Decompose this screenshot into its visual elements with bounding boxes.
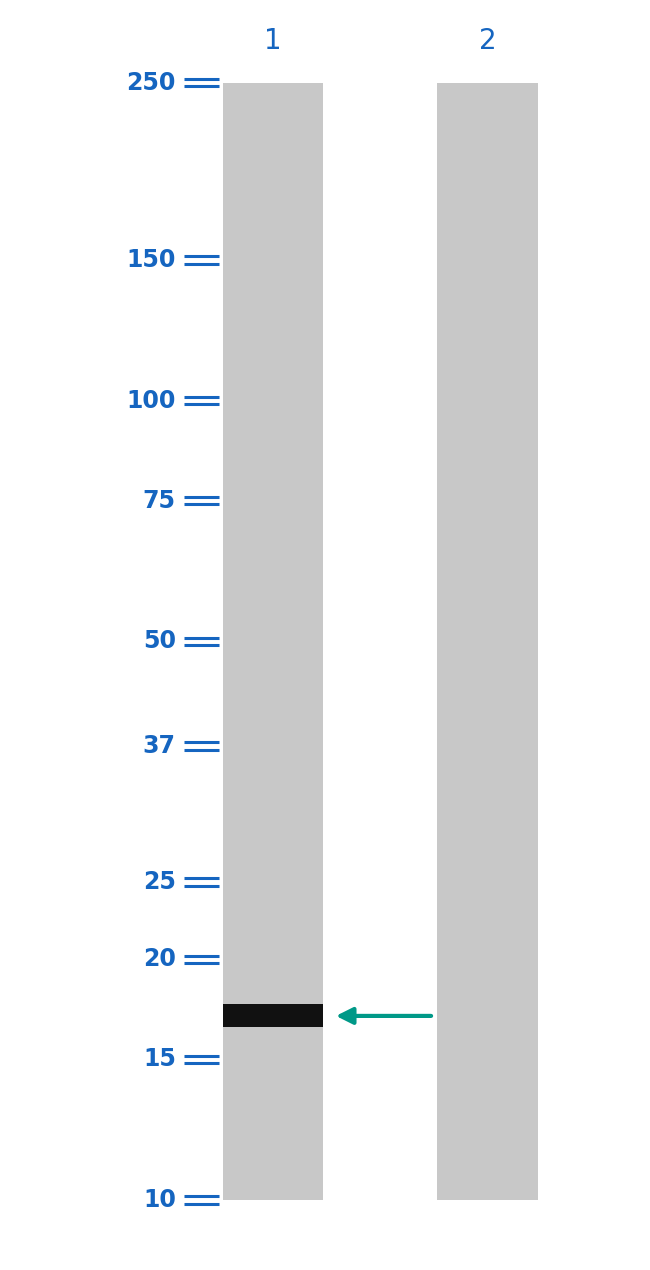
Text: 1: 1	[264, 27, 282, 55]
Text: 150: 150	[127, 248, 176, 272]
Text: 25: 25	[143, 870, 176, 894]
Text: 50: 50	[143, 630, 176, 653]
Bar	[437, 83, 538, 1200]
Text: 75: 75	[143, 489, 176, 513]
Text: 10: 10	[143, 1189, 176, 1212]
Text: 37: 37	[143, 734, 176, 758]
Text: 15: 15	[143, 1048, 176, 1072]
Text: 250: 250	[127, 71, 176, 94]
Bar	[222, 1005, 323, 1027]
Text: 100: 100	[127, 389, 176, 413]
Text: 2: 2	[478, 27, 497, 55]
Bar	[222, 83, 323, 1200]
Text: 20: 20	[143, 947, 176, 972]
